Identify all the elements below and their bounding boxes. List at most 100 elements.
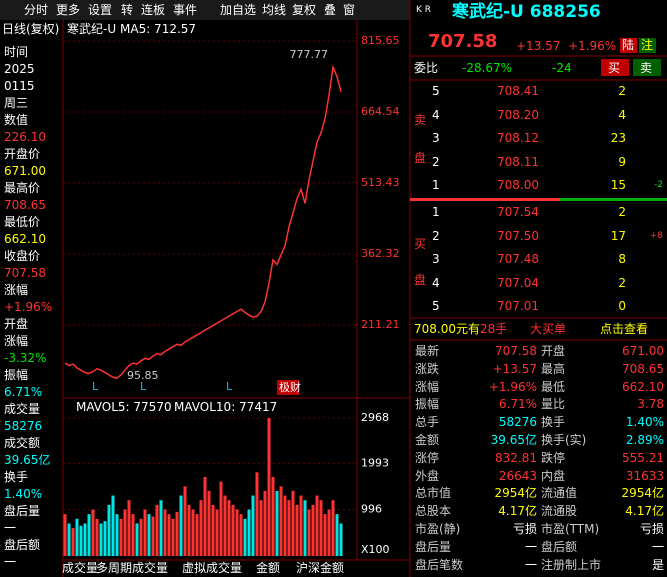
stat-value: 一	[651, 539, 664, 554]
price-line	[64, 64, 342, 379]
book-volume: 9	[618, 154, 626, 169]
stat-value: 31633	[625, 468, 664, 483]
volume-bar	[199, 500, 203, 556]
volume-bar	[267, 417, 271, 556]
toolbar-button[interactable]: 叠	[324, 3, 337, 17]
volume-bar	[111, 495, 115, 556]
buy-btn[interactable]	[601, 59, 629, 76]
volume-bar	[75, 518, 79, 556]
book-volume: 2	[618, 84, 626, 98]
volume-bar	[331, 500, 335, 556]
toolbar-button[interactable]: 复权	[292, 3, 317, 17]
volume-bar	[143, 509, 147, 556]
tab[interactable]: 多周期成交量	[96, 561, 169, 575]
info-item: 开盘	[4, 317, 29, 331]
high-label: 777.77	[290, 48, 329, 61]
volume-bar	[107, 504, 111, 556]
tab[interactable]: 沪深金额	[296, 561, 345, 575]
sell-button[interactable]: 卖	[640, 61, 653, 75]
info-item: 盘后量	[4, 504, 41, 518]
stat-value: 555.21	[622, 450, 664, 465]
toolbar-button[interactable]: 加自选	[220, 3, 257, 17]
toolbar-button[interactable]: 分时	[24, 3, 49, 17]
volume-bar	[83, 523, 87, 556]
stat-value: 6.71%	[498, 397, 537, 412]
toolbar-bg	[0, 0, 410, 20]
volume-bar	[263, 490, 267, 556]
stat-label: 换手(实)	[541, 433, 587, 447]
toolbar-button[interactable]: 转	[121, 3, 134, 17]
book-volume: 15	[610, 178, 626, 192]
volume-bar	[307, 509, 311, 556]
volume-bar	[79, 525, 83, 556]
big-order[interactable]: 点击查看	[600, 322, 649, 336]
info-item: 一	[4, 521, 17, 535]
volume-bar	[203, 476, 207, 556]
volume-bar	[295, 504, 299, 556]
stat-label: 最新	[415, 344, 440, 358]
buy-button[interactable]: 买	[608, 61, 621, 75]
volume-bar	[135, 523, 139, 556]
info-item: 换手	[4, 470, 29, 484]
stat-value: +13.57	[492, 361, 537, 376]
sell-btn[interactable]	[633, 59, 661, 76]
toolbar-button[interactable]: 连板	[141, 3, 166, 17]
volume-bar	[159, 500, 163, 556]
stat-value: 2954亿	[494, 486, 537, 501]
book-change: +8	[649, 230, 663, 241]
info-item: 最低价	[4, 215, 41, 229]
book-split	[410, 198, 667, 201]
volume-bar	[191, 509, 195, 556]
toolbar-button[interactable]: 均线	[262, 3, 287, 17]
volume-bar	[67, 523, 71, 556]
tag: 陆	[622, 38, 635, 52]
tab[interactable]: 虚拟成交量	[182, 561, 243, 575]
tab[interactable]: 成交量	[62, 561, 99, 575]
stat-label: 内盘	[541, 468, 566, 483]
ratio: -28.67%	[462, 61, 513, 75]
info-item: 707.58	[4, 266, 46, 280]
info-item: 1.40%	[4, 487, 43, 501]
info-item: 0115	[4, 79, 35, 93]
stat-label: 金额	[415, 433, 440, 447]
volume-bar	[255, 472, 259, 556]
level: 1	[432, 205, 440, 219]
toolbar-button[interactable]: 设置	[88, 3, 113, 17]
book-split	[560, 198, 667, 201]
level: 2	[432, 228, 440, 243]
info-item: 最高价	[4, 181, 41, 195]
quote-change: +13.57	[516, 39, 561, 53]
stat-label: 最高	[541, 361, 566, 376]
tag-bg	[620, 38, 637, 53]
side-label: 盘	[414, 151, 427, 165]
volume-bar	[239, 514, 243, 556]
volume-bar	[303, 500, 307, 556]
toolbar-button[interactable]: 事件	[173, 3, 198, 17]
stat-label: 市盈(TTM)	[541, 522, 600, 536]
info-item: 6.71%	[4, 385, 43, 399]
info-item: 数值	[4, 113, 29, 127]
stat-value: 1.40%	[625, 415, 664, 430]
book-price: 707.04	[497, 275, 539, 290]
volume-bar	[195, 514, 199, 556]
volume-bar	[183, 486, 187, 556]
volume-bar	[231, 504, 235, 556]
info-item: +1.96%	[4, 300, 53, 314]
toolbar-button[interactable]: 窗	[343, 3, 356, 17]
marker-label: L	[140, 380, 147, 393]
stat-label: 总手	[415, 415, 440, 430]
volume-bar	[275, 490, 279, 556]
stat-label: 换手	[541, 415, 566, 430]
stat-label: 涨停	[415, 450, 440, 465]
stat-label: 盘后笔数	[415, 557, 464, 572]
side-label: 盘	[414, 273, 427, 287]
event-bg	[277, 380, 299, 395]
toolbar-button[interactable]: 更多	[56, 3, 81, 17]
level: 5	[432, 299, 440, 313]
stat-label: 流通股	[541, 504, 578, 519]
quote-title: 寒武纪-U 688256	[452, 2, 601, 22]
y-tick-label: 664.54	[361, 105, 400, 118]
info-item: 39.65亿	[4, 453, 51, 467]
stat-label: 跌停	[541, 450, 566, 465]
tab[interactable]: 金额	[256, 561, 281, 575]
